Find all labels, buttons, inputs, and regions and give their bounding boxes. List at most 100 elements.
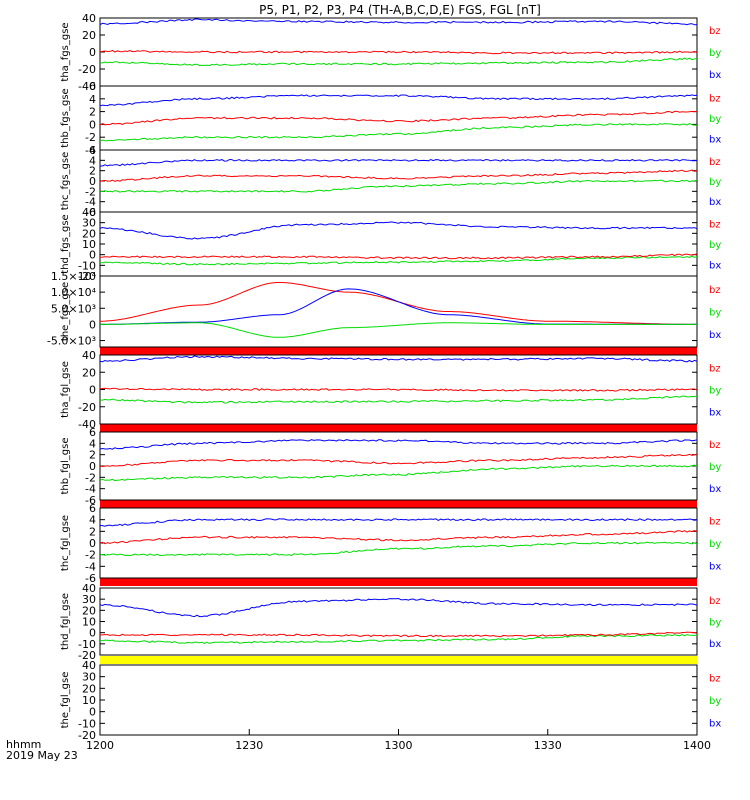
series-bx-3: [99, 221, 698, 240]
legend-bx-4: bx: [709, 330, 721, 341]
ytick-label-6-0: 6: [89, 426, 96, 439]
legend-bx-3: bx: [709, 260, 721, 271]
ytick-label-1-3: 0: [89, 118, 96, 131]
ytick-label-5-0: 40: [82, 349, 96, 362]
ytick-label-3-4: 0: [89, 249, 96, 262]
ytick-label-5-3: -20: [78, 401, 96, 414]
xtick-label-1: 1230: [235, 739, 263, 752]
legend-bz-9: bz: [709, 674, 721, 685]
series-bx-7: [99, 518, 698, 527]
ytick-label-3-5: -10: [78, 259, 96, 272]
ytick-label-3-2: 20: [82, 227, 96, 240]
legend-bx-6: bx: [709, 484, 721, 495]
separator-bar-0: [100, 347, 697, 355]
series-bz-8: [99, 631, 698, 638]
ytick-label-1-2: 2: [89, 106, 96, 119]
ylabel-9: the_fgl_gse: [60, 672, 71, 729]
ytick-label-2-2: 2: [89, 165, 96, 178]
ytick-label-8-6: -20: [78, 649, 96, 662]
ylabel-7: thc_fgl_gse: [60, 515, 71, 571]
ytick-label-3-1: 30: [82, 217, 96, 230]
series-by-3: [99, 255, 698, 266]
ytick-label-0-0: 40: [82, 12, 96, 25]
ytick-label-4-4: -5.0×10³: [47, 335, 96, 348]
ytick-label-2-5: -4: [85, 196, 96, 209]
panel-frame-3: [99, 211, 698, 277]
separator-bar-3: [100, 578, 697, 586]
legend-bz-2: bz: [709, 157, 721, 168]
legend-by-9: by: [709, 696, 721, 707]
legend-bz-0: bz: [709, 26, 721, 37]
legend-by-5: by: [709, 386, 721, 397]
xtick-label-3: 1330: [534, 739, 562, 752]
ytick-label-8-3: 10: [82, 616, 96, 629]
ytick-label-2-4: -2: [85, 185, 96, 198]
series-bz-0: [99, 49, 698, 55]
legend-bz-5: bz: [709, 363, 721, 374]
legend-by-8: by: [709, 618, 721, 629]
ytick-label-6-4: -2: [85, 471, 96, 484]
series-bz-2: [99, 169, 698, 182]
ytick-label-3-6: -20: [78, 270, 96, 283]
panel-frame-4: [99, 275, 698, 348]
legend-bz-4: bz: [709, 285, 721, 296]
ytick-label-7-3: 0: [89, 537, 96, 550]
series-bz-6: [99, 453, 698, 468]
legend-bz-3: bz: [709, 220, 721, 231]
panel-frame-9: [99, 664, 698, 736]
ytick-label-0-1: 20: [82, 29, 96, 42]
ytick-label-8-2: 20: [82, 604, 96, 617]
ytick-label-2-6: -6: [85, 206, 96, 219]
ylabel-3: thd_fgs_gse: [60, 214, 71, 273]
separator-bar-1: [100, 424, 697, 432]
legend-bx-5: bx: [709, 408, 721, 419]
ytick-label-1-5: -4: [85, 144, 96, 157]
legend-bx-7: bx: [709, 561, 721, 572]
legend-by-6: by: [709, 462, 721, 473]
ytick-label-3-3: 10: [82, 238, 96, 251]
series-bz-1: [99, 110, 698, 126]
legend-bz-8: bz: [709, 596, 721, 607]
ytick-label-0-2: 0: [89, 46, 96, 59]
ytick-label-8-1: 30: [82, 593, 96, 606]
date-label: 2019 May 23: [6, 749, 78, 762]
ytick-label-7-5: -4: [85, 560, 96, 573]
series-by-7: [99, 541, 698, 557]
ytick-label-0-3: -20: [78, 63, 96, 76]
legend-by-1: by: [709, 114, 721, 125]
xtick-label-2: 1300: [385, 739, 413, 752]
legend-bx-2: bx: [709, 197, 721, 208]
legend-bz-7: bz: [709, 517, 721, 528]
ytick-label-9-0: 40: [82, 659, 96, 672]
series-bx-4: [100, 288, 697, 325]
ytick-label-7-1: 4: [89, 514, 96, 527]
ytick-label-3-0: 40: [82, 206, 96, 219]
ytick-label-1-0: 6: [89, 80, 96, 93]
ytick-label-9-4: 0: [89, 706, 96, 719]
series-bx-1: [99, 94, 698, 107]
legend-by-7: by: [709, 539, 721, 550]
ytick-label-2-3: 0: [89, 175, 96, 188]
series-bx-0: [99, 18, 698, 26]
ylabel-0: tha_fgs_gse: [60, 22, 71, 81]
xtick-label-0: 1200: [86, 739, 114, 752]
legend-by-4: by: [709, 308, 721, 319]
ytick-label-9-1: 30: [82, 671, 96, 684]
series-bz-7: [99, 529, 698, 545]
series-bx-5: [99, 355, 698, 363]
ytick-label-7-0: 6: [89, 502, 96, 515]
xtick-label-4: 1400: [683, 739, 711, 752]
legend-bx-0: bx: [709, 70, 721, 81]
series-by-4: [100, 322, 697, 338]
series-by-2: [99, 179, 698, 193]
separator-bar-2: [100, 500, 697, 508]
ytick-label-4-0: 1.5×10⁴: [51, 270, 97, 283]
legend-bz-1: bz: [709, 94, 721, 105]
ytick-label-8-0: 40: [82, 582, 96, 595]
ylabel-2: thc_fgs_gse: [60, 152, 71, 211]
ylabel-8: thd_fgl_gse: [60, 593, 71, 650]
legend-bx-8: bx: [709, 639, 721, 650]
ytick-label-0-4: -40: [78, 80, 96, 93]
